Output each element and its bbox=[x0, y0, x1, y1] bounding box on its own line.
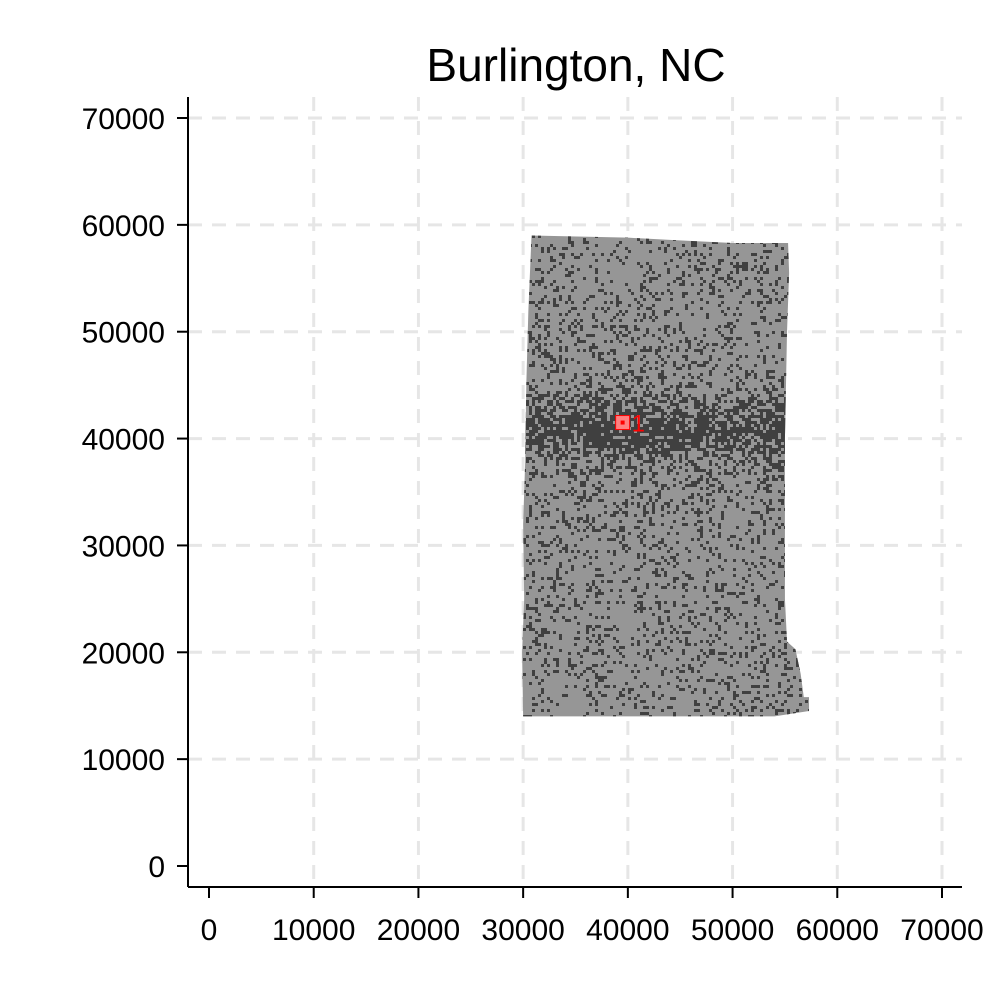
y-tick-label: 50000 bbox=[82, 317, 165, 350]
y-tick-label: 60000 bbox=[82, 210, 165, 243]
y-tick-label: 20000 bbox=[82, 637, 165, 670]
highlight-marker-core bbox=[620, 420, 625, 425]
x-tick-label: 50000 bbox=[691, 914, 774, 947]
x-tick-label: 20000 bbox=[377, 914, 460, 947]
y-tick-label: 30000 bbox=[82, 530, 165, 563]
x-tick-label: 70000 bbox=[900, 914, 983, 947]
marker-label: 1 bbox=[632, 411, 645, 438]
chart-title: Burlington, NC bbox=[426, 39, 725, 91]
county-region bbox=[522, 235, 810, 717]
y-tick-label: 10000 bbox=[82, 744, 165, 777]
x-tick-label: 60000 bbox=[796, 914, 879, 947]
y-tick-label: 40000 bbox=[82, 424, 165, 457]
x-tick-label: 40000 bbox=[586, 914, 669, 947]
x-ticks: 0 10000 20000 30000 40000 50000 60000 70000 bbox=[201, 887, 984, 947]
markers: 1 bbox=[615, 411, 645, 438]
x-tick-label: 10000 bbox=[272, 914, 355, 947]
y-tick-label: 70000 bbox=[82, 103, 165, 136]
y-tick-label: 0 bbox=[148, 851, 165, 884]
x-tick-label: 0 bbox=[201, 914, 218, 947]
x-tick-label: 30000 bbox=[481, 914, 564, 947]
density-pixels bbox=[522, 235, 810, 717]
y-ticks: 0 10000 20000 30000 40000 50000 60000 70000 bbox=[82, 103, 188, 884]
axes bbox=[187, 97, 962, 888]
